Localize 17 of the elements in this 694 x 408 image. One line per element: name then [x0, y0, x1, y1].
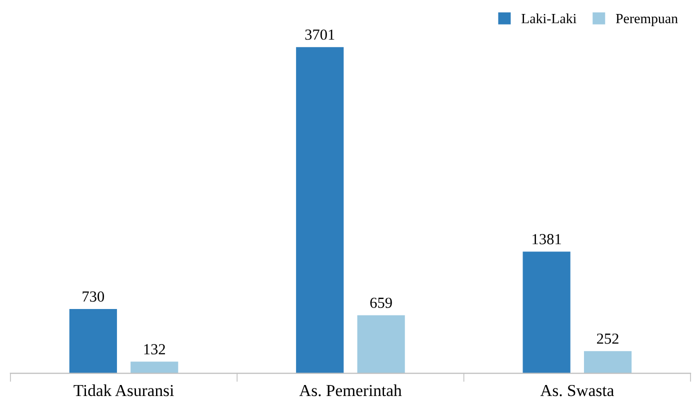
- bar: [296, 47, 344, 374]
- x-tick-label: As. Pemerintah: [299, 384, 402, 396]
- data-label: 659: [370, 298, 392, 308]
- data-label: 1381: [532, 234, 561, 244]
- data-label: 730: [82, 291, 104, 302]
- bar: [69, 308, 117, 374]
- bar: [522, 252, 570, 374]
- bar: [130, 362, 178, 374]
- x-tick-label: As. Swasta: [540, 384, 614, 396]
- bar: [357, 315, 405, 374]
- data-label: 132: [144, 344, 165, 354]
- data-label: 252: [596, 334, 618, 344]
- x-tick-label: Tidak Asuransi: [74, 384, 174, 396]
- legend-label: Perempuan: [616, 14, 678, 26]
- data-label: 3701: [305, 29, 334, 40]
- legend-label: Laki-Laki: [522, 14, 576, 24]
- bar: [584, 351, 632, 374]
